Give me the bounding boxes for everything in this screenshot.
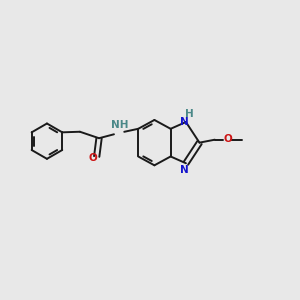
Text: NH: NH [111, 120, 128, 130]
Text: N: N [180, 117, 189, 127]
Text: N: N [180, 165, 189, 175]
Text: H: H [185, 110, 194, 119]
Text: O: O [223, 134, 232, 144]
Text: O: O [88, 153, 97, 163]
